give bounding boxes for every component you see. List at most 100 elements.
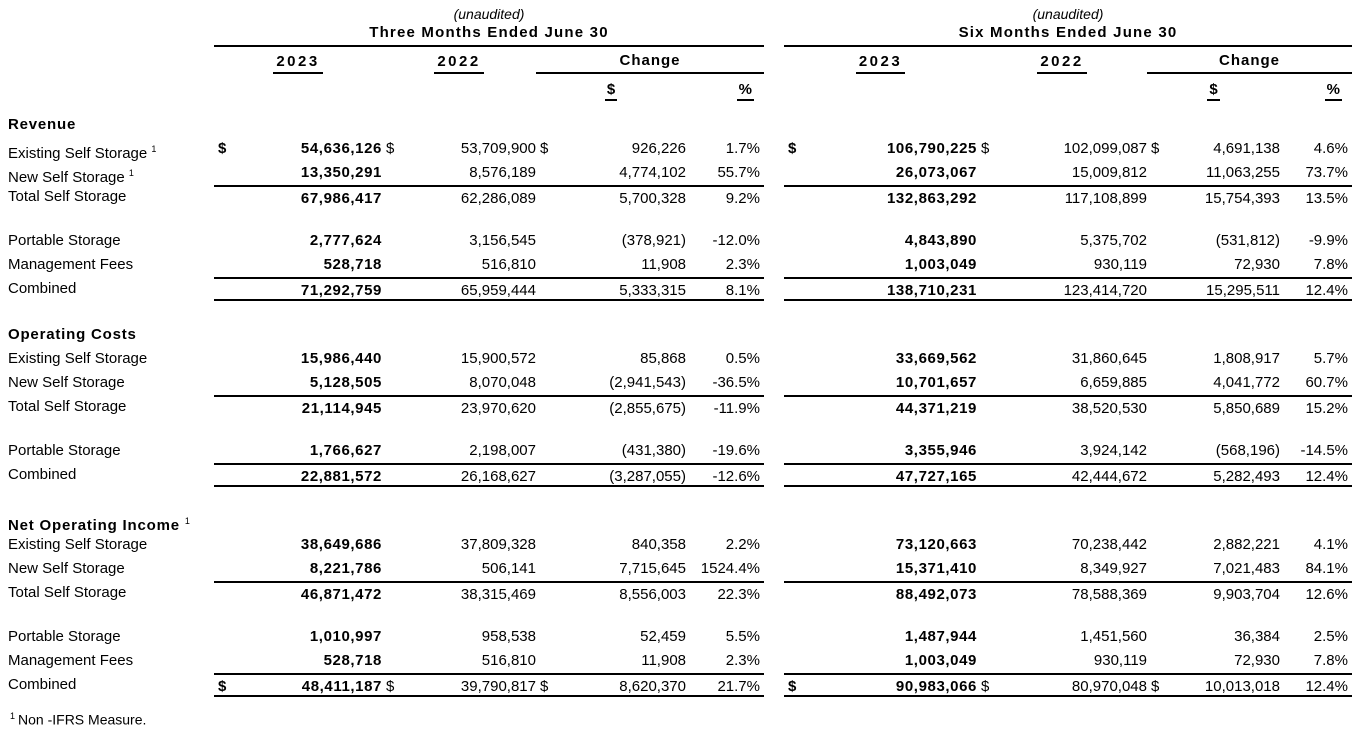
period-header-row: (unaudited) Three Months Ended June 30 (… [2,6,1352,47]
t6-value-2023: 106,790,225 [886,140,977,157]
t6-value-change: 9,903,704 [1175,581,1280,605]
t3-value-2023: 15,986,440 [300,350,382,367]
row-gap [2,209,1352,229]
t6-value-2023: 47,727,165 [812,463,977,487]
t6-value-2022: 15,009,812 [1071,164,1147,181]
t3-currency-2022 [382,185,410,209]
t3-currency-change [536,229,564,253]
t3-currency-2022 [382,371,410,395]
column-gap [764,463,784,487]
row-existing-self-storage: Existing Self Storage 38,649,686 37,809,32… [2,533,1352,557]
t6-currency-change [1147,185,1175,209]
t3-currency-2023 [214,557,242,581]
t6-value-change: 4,691,138 [1213,140,1280,157]
t3-currency-2023 [214,533,242,557]
t6-value-change: 72,930 [1234,652,1280,669]
row-label: Total Self Storage [8,188,127,205]
t6-value-2023: 26,073,067 [895,164,977,181]
row-total-self-storage: Total Self Storage 21,114,945 23,970,620 (2… [2,395,1352,419]
row-label: Management Fees [8,256,134,273]
t3-value-change: 11,908 [641,256,686,273]
t3-value-2023: 54,636,126 [300,140,382,157]
t6-percent-change: 7.8% [1313,256,1348,273]
column-gap [764,185,784,209]
t6-dollar-header: $ [1147,80,1280,101]
t6-percent-change: 4.1% [1313,536,1348,553]
row-existing-self-storage: Existing Self Storage 1 $54,636,126 $53,70… [2,137,1352,162]
t3-currency-2023 [214,277,242,301]
footnote-text: Non -IFRS Measure. [18,711,147,728]
t3-currency-2023 [214,347,242,371]
t6-currency-2023 [784,625,812,649]
column-gap [764,625,784,649]
t6-currency-change: $ [1151,140,1160,157]
t3-currency-change [536,625,564,649]
row-label: New Self Storage 1 [8,168,134,186]
t3-percent-header: % [686,80,764,101]
t6-currency-2022 [977,439,1007,463]
t3-currency-change [536,439,564,463]
table-body: Revenue Existing Self Storage 1 $54,636,12… [2,113,1352,697]
t6-value-change: 5,850,689 [1175,395,1280,419]
t6-value-2022: 31,860,645 [1071,350,1147,367]
financial-statement-table: (unaudited) Three Months Ended June 30 (… [2,6,1352,728]
row-label: Existing Self Storage [8,350,148,367]
t3-currency-change [536,533,564,557]
t3-value-2022: 8,576,189 [469,164,536,181]
t3-value-change: (3,287,055) [564,463,686,487]
t3-value-change: (2,941,543) [609,374,686,391]
t3-currency-2023 [214,439,242,463]
t6-currency-2023 [784,371,812,395]
t3-value-change: 926,226 [631,140,686,157]
t3-currency-2022: $ [386,140,395,157]
t6-value-2023: 88,492,073 [812,581,977,605]
unaudited-label-left: (unaudited) [453,6,525,22]
footnote-superscript: 1 [10,711,16,721]
t3-currency-2023: $ [214,673,242,697]
row-existing-self-storage: Existing Self Storage 15,986,440 15,900,57… [2,347,1352,371]
t3-value-change: 4,774,102 [619,164,686,181]
row-new-self-storage: New Self Storage 8,221,786 506,141 7,715,64… [2,557,1352,581]
t3-2023-header: 2023 [214,52,382,74]
t6-currency-change [1147,229,1175,253]
t3-value-2022: 65,959,444 [410,277,536,301]
t6-value-change: 10,013,018 [1175,673,1280,697]
t3-currency-2023 [214,253,242,277]
row-gap [2,605,1352,625]
t6-value-change: 72,930 [1234,256,1280,273]
t6-value-2022: 123,414,720 [1007,277,1147,301]
row-label: Management Fees [8,652,134,669]
t3-currency-change [536,161,564,185]
t3-percent-change: -11.9% [686,395,764,419]
row-label: Portable Storage [8,232,121,249]
t6-currency-2023 [784,253,812,277]
t6-currency-2022 [977,347,1007,371]
section-gap [2,487,1352,507]
t6-currency-change [1147,253,1175,277]
t3-value-2023: 1,010,997 [309,628,382,645]
t6-currency-2022 [977,625,1007,649]
column-gap [764,347,784,371]
t3-value-2022: 23,970,620 [410,395,536,419]
t3-currency-2023 [214,161,242,185]
row-total-self-storage: Total Self Storage 67,986,417 62,286,089 5,… [2,185,1352,209]
t6-currency-2022 [977,581,1007,605]
t6-value-2023: 138,710,231 [812,277,977,301]
t3-percent-change: 5.5% [725,628,760,645]
t3-value-2022: 26,168,627 [410,463,536,487]
t3-value-2022: 2,198,007 [469,442,536,459]
t3-currency-2022 [382,277,410,301]
t6-currency-2022 [977,463,1007,487]
column-gap [764,557,784,581]
t6-currency-2023 [784,581,812,605]
t6-value-2022: 78,588,369 [1007,581,1147,605]
row-label: New Self Storage [8,560,125,577]
row-total-self-storage: Total Self Storage 46,871,472 38,315,469 8,… [2,581,1352,605]
change-subheader-row: $ % $ % [2,74,1352,101]
t6-value-change: 1,808,917 [1213,350,1280,367]
three-months-header: (unaudited) Three Months Ended June 30 [214,6,764,47]
t6-currency-change [1147,625,1175,649]
t6-value-change: 11,063,255 [1206,164,1280,181]
t6-value-2022: 930,119 [1093,256,1147,273]
t3-value-2022: 958,538 [481,628,536,645]
